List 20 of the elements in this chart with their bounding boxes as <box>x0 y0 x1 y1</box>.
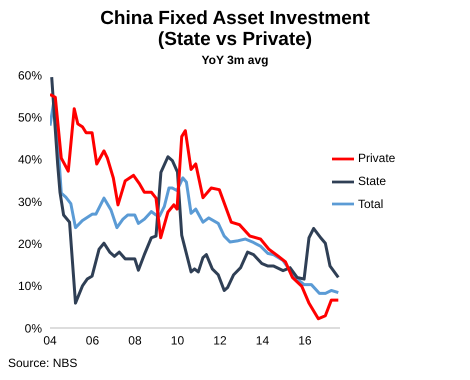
y-tick-label: 20% <box>18 236 42 251</box>
y-tick-label: 0% <box>24 321 42 336</box>
y-tick-label: 60% <box>18 68 42 82</box>
legend-label: Private <box>358 151 396 165</box>
x-tick-label: 06 <box>86 334 100 348</box>
y-tick-label: 30% <box>18 194 42 209</box>
source-note: Source: NBS <box>8 356 78 370</box>
x-tick-label: 14 <box>256 334 270 348</box>
chart-subtitle: YoY 3m avg <box>200 53 270 67</box>
legend-label: Total <box>358 196 384 211</box>
y-tick-label: 40% <box>18 152 42 167</box>
x-tick-label: 10 <box>170 334 184 348</box>
x-tick-label: 08 <box>128 334 142 348</box>
x-tick-label: 16 <box>298 334 312 348</box>
y-tick-label: 10% <box>18 279 42 294</box>
y-tick-label: 50% <box>18 110 42 124</box>
legend-label: State <box>358 174 386 188</box>
chart-title: China Fixed Asset Investment (State vs Private) <box>99 8 371 50</box>
x-tick-label: 04 <box>43 334 57 348</box>
x-tick-label: 12 <box>213 334 227 348</box>
